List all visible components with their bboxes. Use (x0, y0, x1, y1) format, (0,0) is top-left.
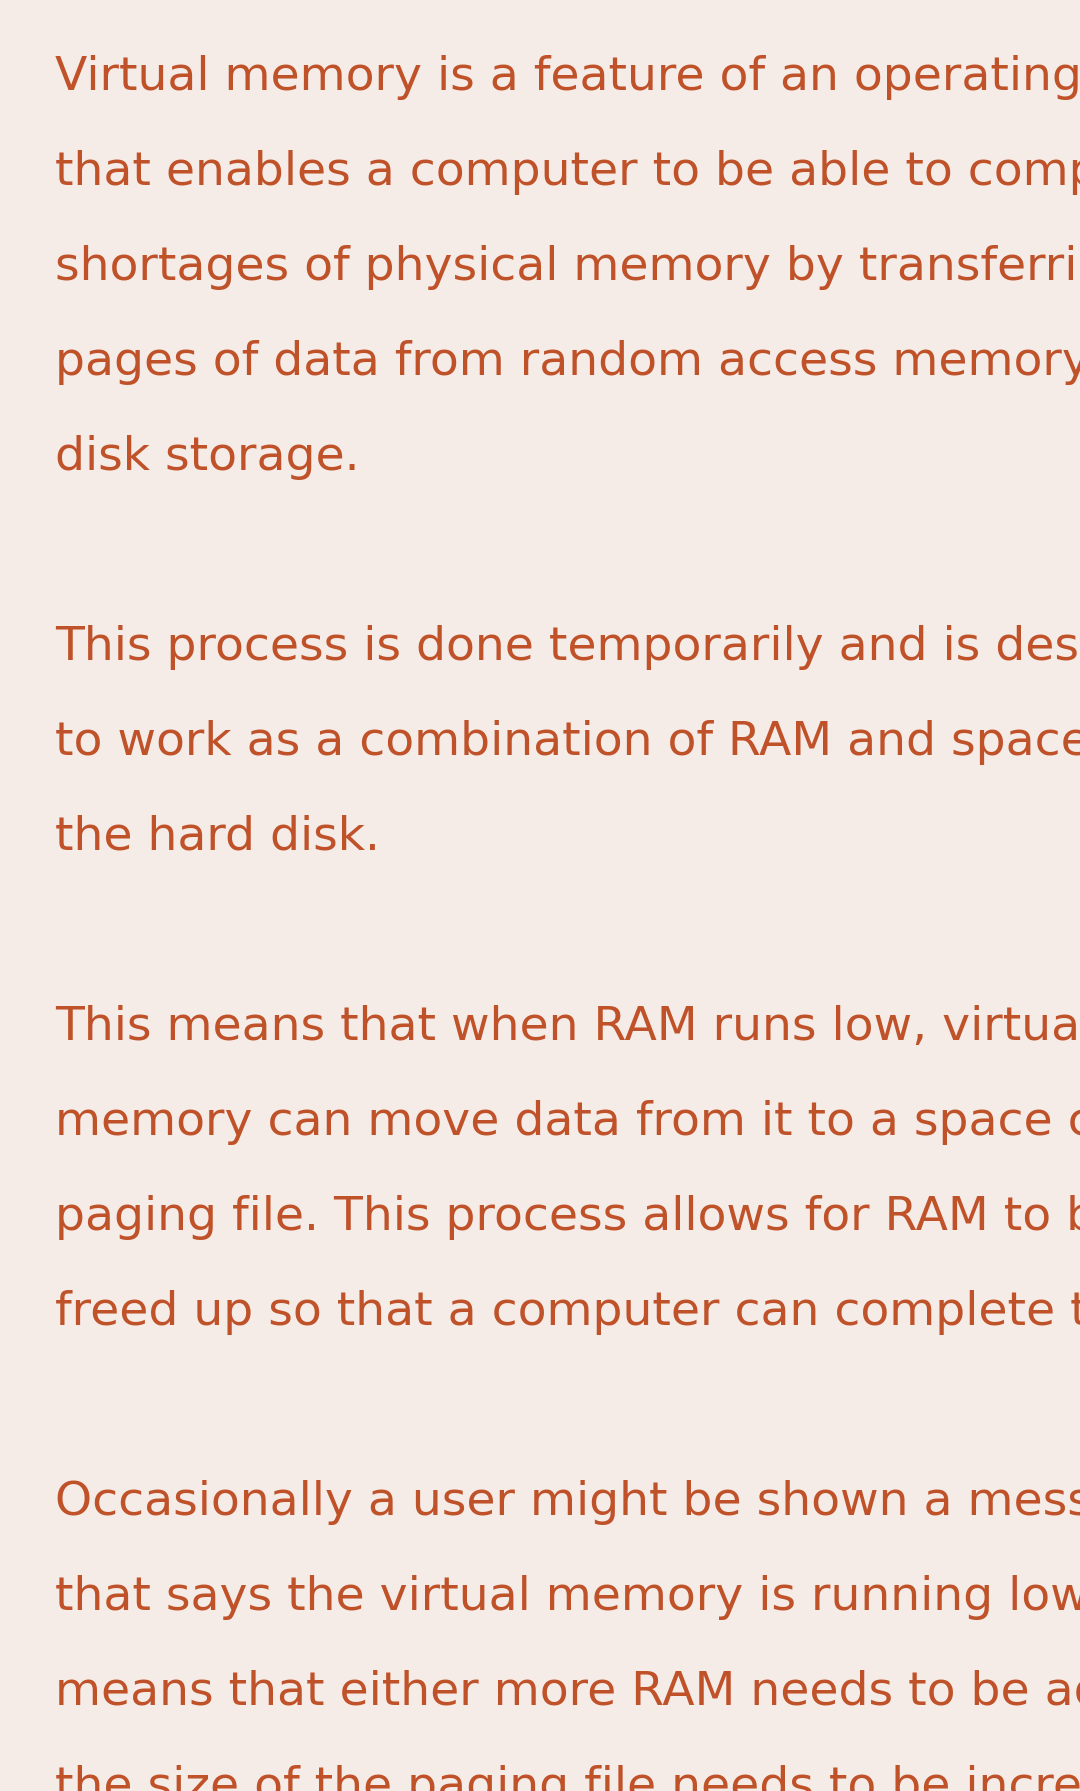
Text: the hard disk.: the hard disk. (55, 815, 380, 860)
Text: disk storage.: disk storage. (55, 435, 360, 480)
Text: that says the virtual memory is running low, this: that says the virtual memory is running … (55, 1574, 1080, 1621)
Text: that enables a computer to be able to compensate: that enables a computer to be able to co… (55, 150, 1080, 195)
Text: the size of the paging file needs to be increased. In: the size of the paging file needs to be … (55, 1764, 1080, 1791)
Text: memory can move data from it to a space called a: memory can move data from it to a space … (55, 1100, 1080, 1144)
Text: Virtual memory is a feature of an operating system: Virtual memory is a feature of an operat… (55, 56, 1080, 100)
Text: freed up so that a computer can complete the task.: freed up so that a computer can complete… (55, 1290, 1080, 1334)
Text: shortages of physical memory by transferring: shortages of physical memory by transfer… (55, 245, 1080, 290)
Text: This means that when RAM runs low, virtual: This means that when RAM runs low, virtu… (55, 1005, 1080, 1050)
Text: paging file. This process allows for RAM to be: paging file. This process allows for RAM… (55, 1195, 1080, 1239)
Text: This process is done temporarily and is designed: This process is done temporarily and is … (55, 625, 1080, 670)
Text: pages of data from random access memory to: pages of data from random access memory … (55, 340, 1080, 385)
Text: to work as a combination of RAM and space on: to work as a combination of RAM and spac… (55, 720, 1080, 765)
Text: Occasionally a user might be shown a message: Occasionally a user might be shown a mes… (55, 1479, 1080, 1524)
Text: means that either more RAM needs to be added, or: means that either more RAM needs to be a… (55, 1669, 1080, 1716)
